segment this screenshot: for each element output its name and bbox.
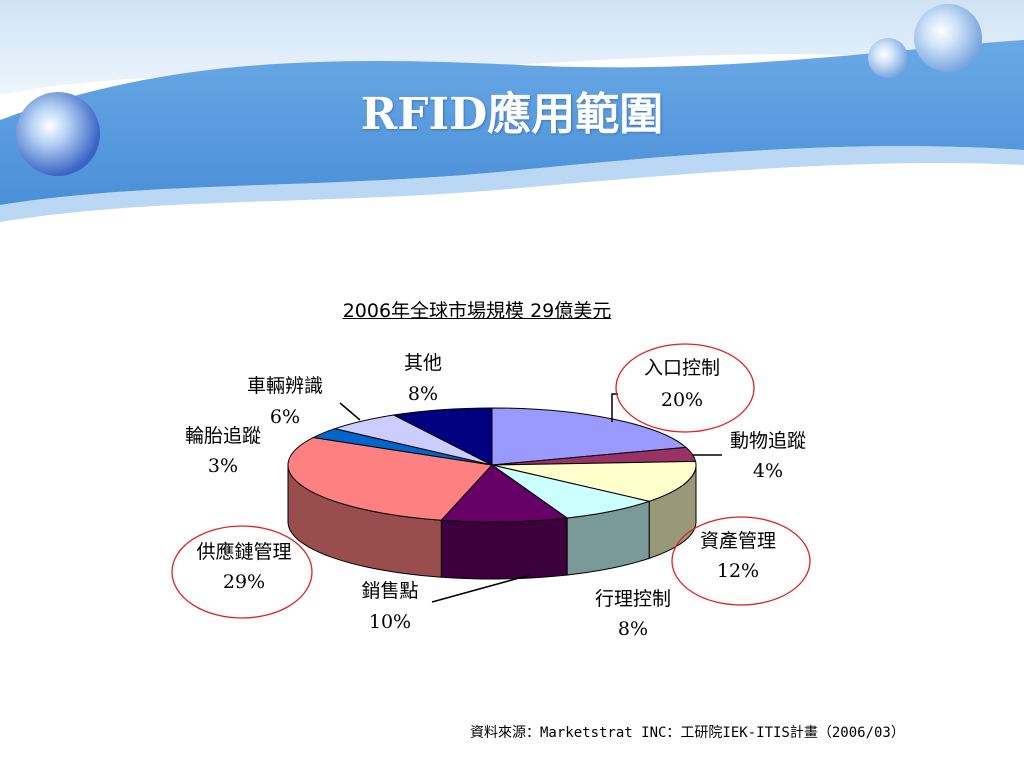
leader-line-4 (431, 574, 531, 603)
slice-value-0: 20% (661, 389, 703, 411)
slice-label-4: 銷售點 (361, 580, 418, 602)
highlight-circle-0 (615, 343, 755, 433)
slice-value-3: 8% (618, 618, 648, 640)
decor-sphere-small (868, 38, 908, 78)
source-note: 資料來源：Marketstrat INC：工研院IEK-ITIS計畫（2006/… (470, 725, 905, 741)
slice-label-0: 入口控制 (644, 357, 720, 379)
slice-value-8: 8% (408, 383, 438, 405)
highlight-circle-5 (171, 525, 313, 619)
slice-label-7: 車輛辨識 (247, 375, 323, 397)
slice-label-5: 供應鏈管理 (196, 540, 291, 563)
slide-title: RFID應用範圍 (360, 89, 664, 140)
highlight-circle-2 (671, 516, 811, 606)
slice-label-2: 資產管理 (700, 530, 776, 552)
slice-value-4: 10% (369, 611, 411, 633)
slice-label-1: 動物追蹤 (730, 430, 806, 452)
slice-label-3: 行理控制 (595, 588, 671, 610)
slice-value-6: 3% (208, 455, 238, 477)
leader-line-7 (339, 402, 361, 421)
pie-slice-4 (440, 464, 569, 523)
decor-sphere-right (914, 4, 982, 72)
slice-value-2: 12% (717, 560, 759, 582)
decor-sphere-left (16, 92, 100, 176)
pie-side-4 (440, 517, 568, 580)
slice-value-5: 29% (223, 571, 265, 593)
pie-top (287, 407, 697, 523)
slice-value-1: 4% (753, 460, 783, 482)
chart-title: 2006年全球市場規模 29億美元 (342, 300, 612, 322)
slice-label-8: 其他 (404, 352, 442, 374)
pie-slice-2 (491, 460, 697, 502)
slice-value-7: 6% (270, 406, 300, 428)
pie-labels: 入口控制 20% 動物追蹤 4% 資產管理 12% 行理控制 8% 銷售點 10% 供應鏈管理 29%… (171, 343, 811, 640)
header-banner (0, 0, 1024, 240)
pie-slice-3 (491, 464, 652, 519)
slice-label-6: 輪胎追蹤 (185, 425, 261, 447)
pie-slice-8 (392, 407, 493, 466)
pie-slice-5 (287, 437, 494, 521)
